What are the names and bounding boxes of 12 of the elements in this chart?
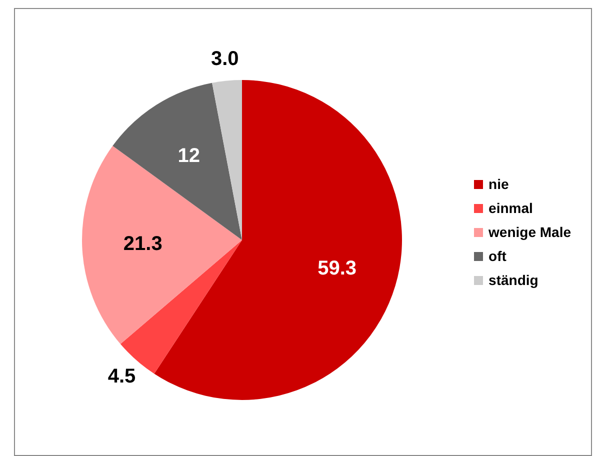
- legend-label: einmal: [488, 199, 533, 218]
- data-label: 21.3: [123, 232, 162, 255]
- pie-slice: [82, 146, 242, 344]
- data-label: 59.3: [318, 257, 357, 280]
- legend-label: wenige Male: [488, 223, 571, 242]
- data-label: 12: [178, 145, 200, 168]
- pie-slice: [212, 80, 242, 240]
- legend-label: nie: [488, 175, 509, 194]
- data-label: 3.0: [210, 48, 239, 70]
- data-label: 4.5: [108, 366, 136, 388]
- legend-label: oft: [488, 247, 506, 266]
- legend-label: ständig: [488, 271, 538, 290]
